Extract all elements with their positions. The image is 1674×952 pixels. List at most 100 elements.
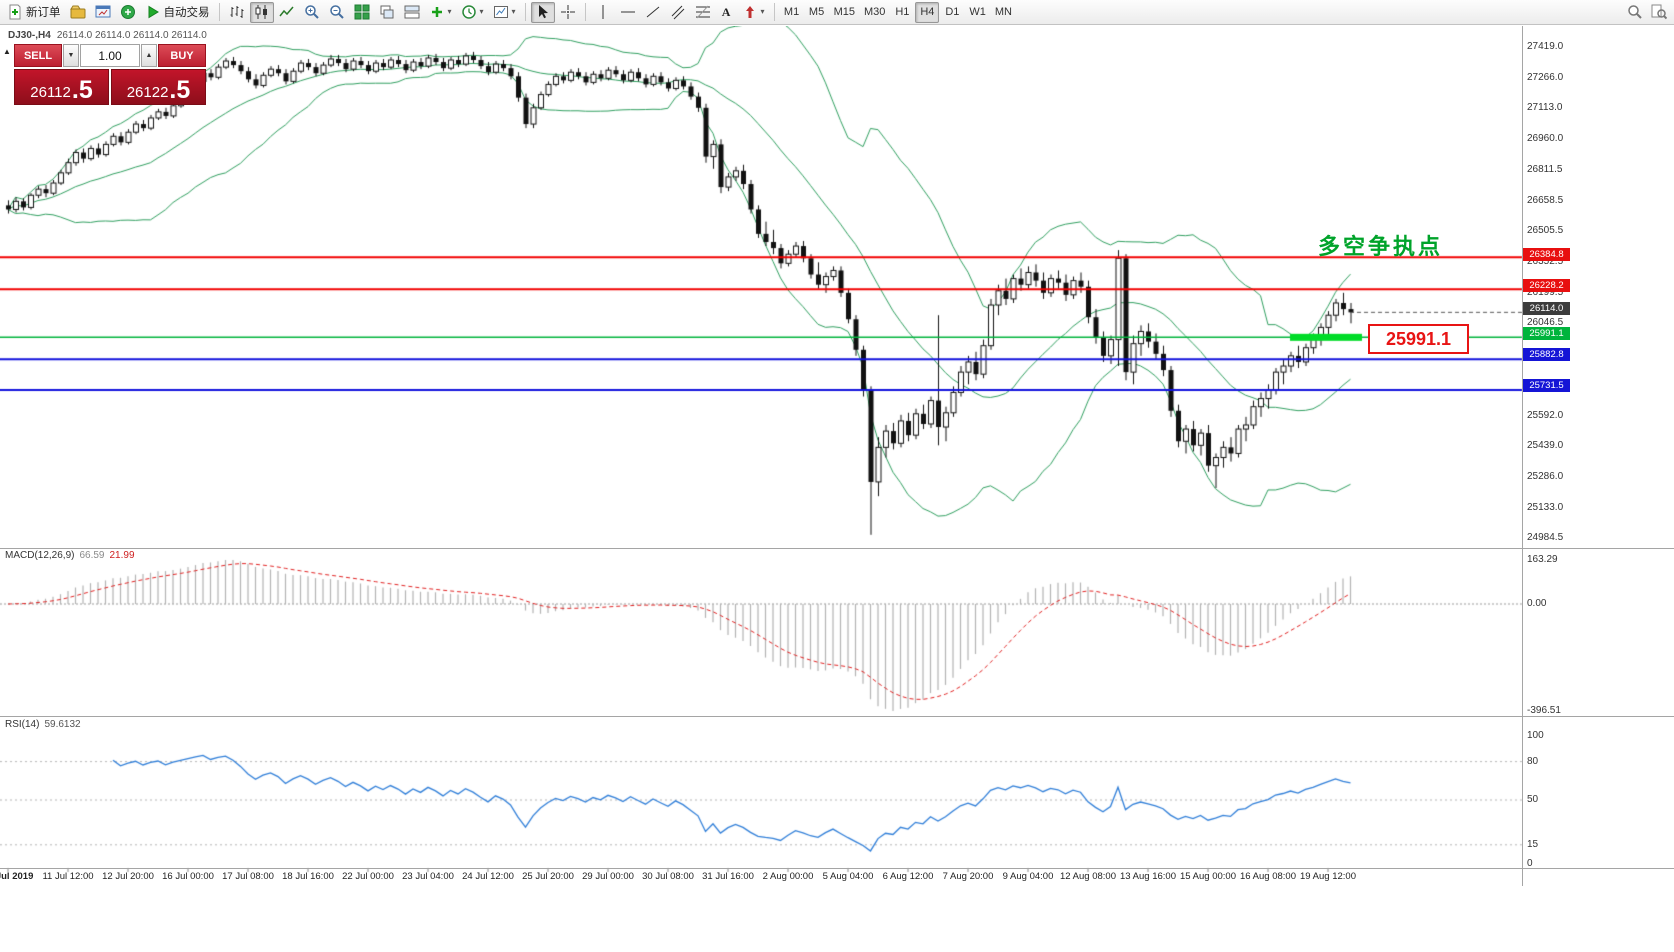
horizontal-line-icon (620, 4, 636, 20)
time-axis-label: 17 Jul 08:00 (222, 871, 274, 882)
periods-button[interactable]: ▾ (457, 2, 488, 23)
text-tool-button[interactable]: A (716, 2, 737, 23)
bar-chart-icon (229, 4, 245, 20)
one-click-collapse-arrow[interactable]: ▲ (3, 47, 11, 56)
charts-window-button[interactable] (91, 2, 115, 23)
time-axis-label: 5 Aug 04:00 (822, 871, 874, 882)
price-axis-separator (1522, 26, 1523, 886)
tile-horizontal-button[interactable] (400, 2, 424, 23)
text-tool-icon: A (721, 4, 731, 19)
zoom-in-button[interactable] (300, 2, 324, 23)
market-watch-button[interactable] (116, 2, 140, 23)
tile-horizontal-icon (404, 4, 420, 20)
profiles-button[interactable] (66, 2, 90, 23)
separator (218, 3, 220, 21)
timeframe-m15-button[interactable]: M15 (830, 2, 859, 23)
cascade-icon (379, 4, 395, 20)
channel-tool-button[interactable] (666, 2, 690, 23)
rsi-scale-label: 50 (1527, 794, 1539, 805)
timeframe-w1-button[interactable]: W1 (965, 2, 990, 23)
timeframe-d1-button[interactable]: D1 (940, 2, 964, 23)
tile-windows-button[interactable] (350, 2, 374, 23)
volume-increase-button[interactable]: ▲ (141, 44, 157, 67)
time-axis-label: 29 Jul 00:00 (582, 871, 634, 882)
volume-decrease-button[interactable]: ▼ (63, 44, 79, 67)
cascade-windows-button[interactable] (375, 2, 399, 23)
magnifier-document-icon (1651, 4, 1667, 20)
line-chart-type-button[interactable] (275, 2, 299, 23)
time-axis: 10 Jul 2019 11 Jul 12:00 12 Jul 20:00 16 Ju… (0, 871, 1674, 885)
zoom-in-icon (304, 4, 320, 20)
buy-price-main: 26122 (126, 83, 169, 101)
zoom-out-icon (329, 4, 345, 20)
separator (584, 3, 586, 21)
time-axis-label: 15 Aug 00:00 (1180, 871, 1236, 882)
folder-icon (69, 4, 86, 20)
new-order-label: 新订单 (26, 7, 61, 19)
arrow-objects-button[interactable]: ▾ (738, 2, 769, 23)
macd-main-value: 66.59 (79, 550, 105, 561)
time-axis-label: 18 Jul 16:00 (282, 871, 334, 882)
add-indicator-button[interactable]: ▾ (425, 2, 456, 23)
price-axis-label: 26505.5 (1527, 225, 1564, 237)
chevron-down-icon: ▾ (511, 7, 516, 16)
timeframe-m1-button[interactable]: M1 (780, 2, 804, 23)
channel-icon (670, 4, 686, 20)
sell-button[interactable]: SELL (14, 44, 62, 67)
arrow-object-icon (742, 4, 758, 20)
fibonacci-tool-button[interactable] (691, 2, 715, 23)
trendline-tool-button[interactable] (641, 2, 665, 23)
sell-price-button[interactable]: 26112 .5 (14, 69, 109, 105)
vertical-line-icon (595, 4, 611, 20)
macd-name: MACD(12,26,9) (5, 550, 75, 561)
line-chart-icon (278, 4, 295, 20)
buy-button[interactable]: BUY (158, 44, 206, 67)
symbol-timeframe-label: DJ30-,H4 (8, 30, 51, 41)
bar-chart-type-button[interactable] (225, 2, 249, 23)
one-click-trading-panel: SELL ▼ 1.00 ▲ BUY 26112 .5 26122 .5 (14, 44, 208, 105)
buy-price-button[interactable]: 26122 .5 (111, 69, 206, 105)
line-price-badge-blue: 25731.5 (1523, 379, 1570, 392)
time-axis-label: 25 Jul 20:00 (522, 871, 574, 882)
new-order-button[interactable]: 新订单 (3, 2, 65, 23)
green-globe-icon (120, 4, 136, 20)
time-axis-label: 13 Aug 16:00 (1120, 871, 1176, 882)
rsi-scale-label: 100 (1527, 730, 1544, 741)
time-axis-label: 6 Aug 12:00 (882, 871, 934, 882)
zoom-out-button[interactable] (325, 2, 349, 23)
timeframe-h4-button[interactable]: H4 (915, 1, 940, 23)
template-button[interactable]: ▾ (489, 2, 520, 23)
symbol-search-button[interactable] (1647, 2, 1671, 23)
volume-input[interactable]: 1.00 (80, 44, 140, 67)
macd-signal-value: 21.99 (109, 550, 135, 561)
price-axis-label: 27113.0 (1527, 102, 1563, 114)
timeframe-m5-button[interactable]: M5 (805, 2, 829, 23)
chart-window-icon (95, 4, 111, 20)
cursor-tool-button[interactable] (530, 1, 555, 23)
chart-title: DJ30-,H4 26114.0 26114.0 26114.0 26114.0 (8, 30, 207, 41)
timeframe-mn-button[interactable]: MN (991, 2, 1016, 23)
autotrade-button[interactable]: 自动交易 (141, 2, 214, 23)
template-icon (493, 4, 509, 20)
time-axis-label: 16 Jul 00:00 (162, 871, 214, 882)
horizontal-line-tool-button[interactable] (616, 2, 640, 23)
crosshair-tool-button[interactable] (556, 2, 580, 23)
timeframe-h1-button[interactable]: H1 (890, 2, 914, 23)
candle-chart-type-button[interactable] (249, 1, 274, 23)
chevron-down-icon: ▾ (760, 7, 765, 16)
rsi-value: 59.6132 (44, 719, 81, 730)
price-axis-label: 27419.0 (1527, 41, 1564, 52)
timeframe-m30-button[interactable]: M30 (860, 2, 889, 23)
plus-icon (429, 4, 445, 20)
vertical-line-tool-button[interactable] (591, 2, 615, 23)
price-axis-label: 25592.0 (1527, 409, 1564, 421)
macd-panel-separator[interactable] (0, 548, 1674, 549)
trendline-icon (645, 4, 661, 20)
rsi-panel-separator[interactable] (0, 716, 1674, 717)
price-chart-canvas[interactable] (0, 26, 1674, 952)
chevron-down-icon: ▾ (479, 7, 484, 16)
time-axis-label: 12 Jul 20:00 (102, 871, 154, 882)
rsi-scale-label: 80 (1527, 756, 1539, 767)
search-button[interactable] (1623, 2, 1647, 23)
price-axis-label: 26811.5 (1527, 163, 1563, 175)
